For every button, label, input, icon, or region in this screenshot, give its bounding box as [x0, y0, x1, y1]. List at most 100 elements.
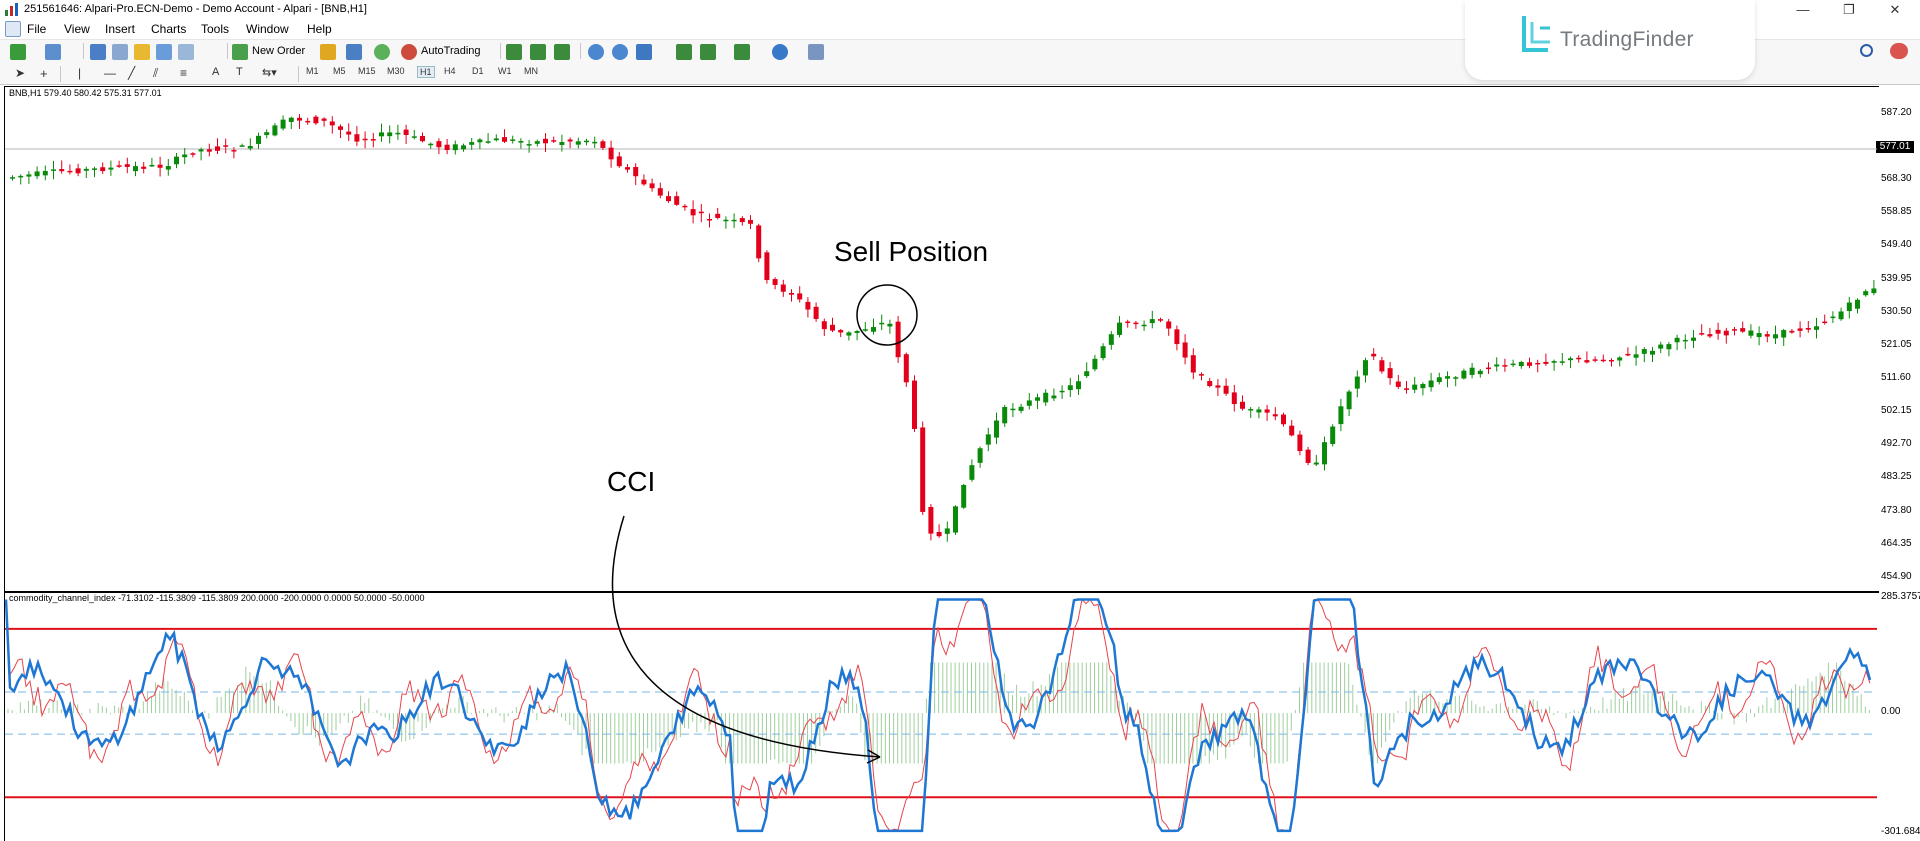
zoom-out-icon[interactable]: [612, 44, 628, 60]
metaeditor-icon[interactable]: [320, 44, 336, 60]
crosshair-icon[interactable]: +: [40, 66, 48, 81]
candle-body: [1527, 362, 1532, 366]
profiles-icon[interactable]: [45, 44, 61, 60]
chart-shift-icon[interactable]: [676, 44, 692, 60]
tile-windows-icon[interactable]: [636, 44, 652, 60]
menu-help[interactable]: Help: [307, 22, 332, 36]
candle-body: [502, 137, 507, 142]
line-chart-icon[interactable]: [554, 44, 570, 60]
menu-tools[interactable]: Tools: [201, 22, 230, 36]
candle-body: [362, 138, 368, 141]
timeframe-d1[interactable]: D1: [472, 66, 484, 76]
candle-body: [493, 138, 499, 141]
search-icon[interactable]: [1860, 44, 1873, 57]
indicators-icon[interactable]: [734, 44, 750, 60]
horizontal-line-icon[interactable]: —: [104, 66, 116, 80]
data-window-icon[interactable]: [112, 44, 128, 60]
market-icon[interactable]: [374, 44, 390, 60]
candle-body: [920, 427, 926, 512]
market-watch-icon[interactable]: [90, 44, 106, 60]
timeframe-w1[interactable]: W1: [498, 66, 512, 76]
price-label: 483.25: [1881, 471, 1912, 482]
templates-icon[interactable]: [808, 44, 824, 60]
candle-body: [1363, 360, 1368, 376]
price-label: 587.20: [1881, 107, 1912, 118]
candle-body: [1018, 406, 1024, 411]
candle-body: [436, 141, 442, 148]
candle-body: [469, 142, 475, 145]
cci-axis-label: 0.00: [1881, 706, 1901, 717]
cci-axis-label: 285.3757: [1881, 591, 1920, 602]
candle-body: [1551, 361, 1557, 363]
candle-body: [1420, 384, 1426, 389]
candle-body: [182, 154, 188, 158]
candle-body: [133, 166, 138, 172]
candle-body: [584, 140, 589, 143]
new-order-icon[interactable]: [232, 44, 248, 60]
minimize-button[interactable]: —: [1796, 2, 1810, 17]
label-tool-icon[interactable]: T: [236, 66, 243, 78]
candle-body: [1125, 321, 1131, 324]
candle-body: [633, 166, 639, 177]
notifications-icon[interactable]: [1890, 43, 1908, 59]
menu-insert[interactable]: Insert: [105, 22, 136, 36]
candle-body: [1568, 358, 1573, 361]
timeframe-h1[interactable]: H1: [417, 66, 435, 78]
candle-body: [297, 117, 302, 121]
bar-chart-icon[interactable]: [506, 44, 522, 60]
timeframe-mn[interactable]: MN: [524, 66, 538, 76]
fibonacci-icon[interactable]: ≡: [180, 66, 188, 80]
text-tool-icon[interactable]: A: [212, 66, 220, 78]
new-order-button[interactable]: New Order: [252, 45, 306, 57]
cursor-icon[interactable]: ➤: [15, 66, 26, 80]
candle-body: [1092, 358, 1098, 370]
candle-body: [1469, 367, 1475, 375]
candle-body: [411, 136, 417, 138]
new-chart-icon[interactable]: [10, 44, 26, 60]
candle-body: [403, 129, 409, 135]
candle-body: [1822, 321, 1828, 324]
candle-body: [1650, 350, 1655, 355]
vertical-line-icon[interactable]: |: [78, 66, 82, 80]
signals-icon[interactable]: [346, 44, 362, 60]
menu-view[interactable]: View: [64, 22, 90, 36]
timeframe-m30[interactable]: M30: [387, 66, 405, 76]
timeframe-m15[interactable]: M15: [358, 66, 376, 76]
candle-body: [534, 141, 540, 144]
autotrading-icon[interactable]: [401, 44, 417, 60]
candle-body: [526, 144, 532, 146]
cci-pointer-arrow: [611, 515, 881, 758]
candle-body: [1223, 385, 1229, 394]
menu-charts[interactable]: Charts: [151, 22, 187, 36]
candlestick-icon[interactable]: [530, 44, 546, 60]
autotrading-button[interactable]: AutoTrading: [421, 45, 481, 57]
candle-body: [707, 219, 712, 221]
zoom-in-icon[interactable]: [588, 44, 604, 60]
trendline-icon[interactable]: ╱: [128, 66, 136, 80]
terminal-icon[interactable]: [156, 44, 172, 60]
menu-file[interactable]: File: [27, 22, 47, 36]
periods-icon[interactable]: [772, 44, 788, 60]
maximize-button[interactable]: ❐: [1843, 2, 1855, 17]
strategy-tester-icon[interactable]: [178, 44, 194, 60]
candle-body: [51, 169, 56, 171]
cci-label: CCI: [607, 466, 656, 497]
equidistant-channel-icon[interactable]: ⫽: [153, 66, 159, 80]
candle-body: [1723, 330, 1729, 336]
candle-body: [1732, 329, 1737, 331]
tradingfinder-logo-icon: [1522, 16, 1550, 52]
arrows-icon[interactable]: ⇆▾: [262, 67, 277, 79]
price-chart[interactable]: [4, 86, 1879, 592]
candle-body: [346, 131, 352, 135]
navigator-icon[interactable]: [134, 44, 150, 60]
candle-body: [231, 150, 237, 152]
candle-body: [1174, 329, 1180, 345]
close-button[interactable]: ✕: [1889, 2, 1901, 17]
timeframe-m5[interactable]: M5: [333, 66, 346, 76]
menu-bar: File View Insert Charts Tools Window Hel…: [0, 20, 1920, 39]
timeframe-m1[interactable]: M1: [306, 66, 319, 76]
candle-body: [1305, 449, 1311, 463]
timeframe-h4[interactable]: H4: [444, 66, 456, 76]
menu-window[interactable]: Window: [246, 22, 289, 36]
auto-scroll-icon[interactable]: [700, 44, 716, 60]
